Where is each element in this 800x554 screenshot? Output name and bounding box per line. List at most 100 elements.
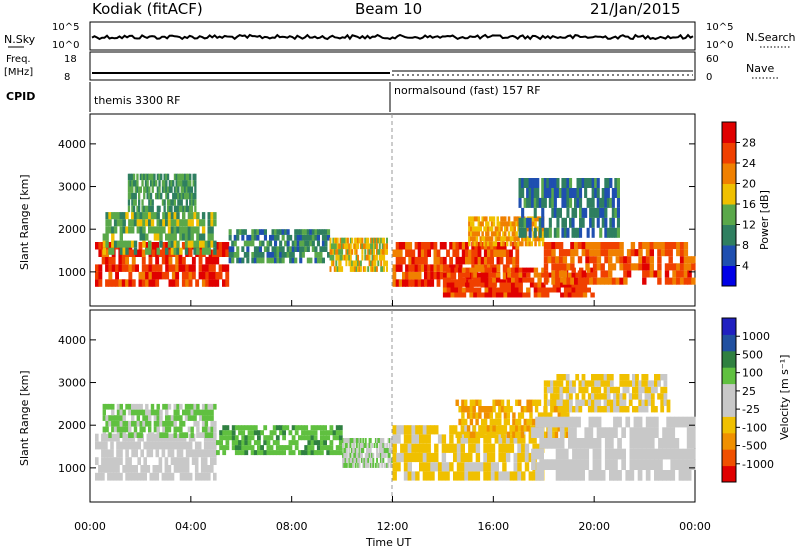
heatmap-cell — [517, 443, 522, 453]
heatmap-cell — [173, 186, 177, 193]
heatmap-cell — [326, 430, 331, 436]
heatmap-cell — [565, 399, 570, 406]
heatmap-cell — [253, 425, 258, 431]
heatmap-cell — [666, 448, 671, 460]
heatmap-cell — [355, 457, 358, 463]
heatmap-cell — [532, 443, 537, 453]
heatmap-cell — [686, 438, 692, 449]
heatmap-cell — [149, 205, 153, 213]
heatmap-cell — [496, 226, 499, 232]
heatmap-cell — [490, 462, 496, 472]
heatmap-cell — [556, 178, 560, 188]
heatmap-cell — [125, 457, 129, 465]
heatmap-cell — [442, 264, 447, 272]
heatmap-cell — [485, 236, 488, 242]
heatmap-cell — [350, 457, 353, 463]
heatmap-cell — [336, 266, 339, 272]
heatmap-cell — [509, 241, 513, 247]
heatmap-cell — [485, 216, 488, 222]
heatmap-cell — [188, 264, 193, 272]
heatmap-cell — [543, 459, 549, 470]
heatmap-cell — [571, 272, 576, 278]
heatmap-cell — [133, 403, 138, 410]
heatmap-cell — [426, 452, 431, 463]
heatmap-cell — [654, 448, 659, 460]
heatmap-cell — [298, 425, 302, 431]
heatmap-cell — [543, 242, 549, 250]
heatmap-cell — [469, 282, 474, 288]
heatmap-cell — [170, 449, 175, 458]
x-tick-label: 16:00 — [477, 520, 509, 533]
heatmap-cell — [483, 256, 488, 265]
heatmap-cell — [550, 406, 554, 413]
heatmap-cell — [531, 459, 536, 470]
heatmap-cell — [253, 229, 257, 235]
heatmap-cell — [145, 212, 149, 220]
heatmap-cell — [477, 216, 481, 222]
heatmap-cell — [628, 399, 633, 406]
heatmap-cell — [291, 435, 296, 441]
heatmap-cell — [301, 450, 305, 456]
heatmap-cell — [324, 246, 328, 252]
heatmap-cell — [128, 249, 133, 257]
heatmap-cell — [420, 256, 425, 265]
heatmap-cell — [543, 386, 548, 394]
heatmap-cell — [145, 264, 149, 272]
heatmap-cell — [522, 292, 527, 298]
heatmap-cell — [487, 443, 492, 453]
heatmap-cell — [574, 207, 578, 218]
heatmap-cell — [616, 406, 620, 413]
heatmap-cell — [504, 231, 507, 237]
heatmap-cell — [204, 420, 209, 427]
heatmap-cell — [261, 240, 265, 247]
heatmap-cell — [153, 409, 158, 416]
heatmap-cell — [469, 399, 474, 406]
heatmap-cell — [213, 449, 217, 458]
heatmap-cell — [569, 393, 573, 400]
heatmap-cell — [551, 438, 557, 449]
heatmap-cell — [496, 256, 501, 265]
heatmap-cell — [159, 226, 163, 234]
heatmap-cell — [622, 399, 627, 406]
heatmap-cell — [132, 199, 136, 206]
heatmap-cell — [113, 240, 118, 248]
heatmap-cell — [370, 266, 373, 272]
heatmap-cell — [353, 452, 356, 458]
heatmap-cell — [320, 445, 324, 451]
heatmap-cell — [140, 472, 144, 481]
heatmap-cell — [562, 256, 568, 264]
heatmap-cell — [456, 462, 462, 472]
heatmap-cell — [535, 448, 540, 460]
heatmap-cell — [623, 256, 628, 264]
heatmap-cell — [649, 438, 655, 449]
heatmap-cell — [522, 267, 527, 273]
heatmap-cell — [493, 249, 498, 257]
heatmap-cell — [158, 192, 161, 200]
heatmap-cell — [332, 249, 335, 255]
heatmap-cell — [611, 197, 615, 208]
heatmap-cell — [341, 249, 344, 255]
heatmap-cell — [604, 188, 608, 198]
heatmap-cell — [196, 403, 200, 410]
heatmap-cell — [551, 277, 556, 285]
heatmap-cell — [155, 180, 158, 187]
heatmap-cell — [617, 470, 622, 481]
heatmap-cell — [371, 260, 374, 267]
heatmap-cell — [559, 406, 564, 413]
heatmap-cell — [246, 234, 250, 241]
heatmap-cell — [263, 440, 268, 446]
heatmap-cell — [141, 180, 144, 187]
heatmap-cell — [591, 374, 595, 381]
heatmap-cell — [533, 282, 539, 288]
heatmap-cell — [498, 434, 503, 444]
heatmap-cell — [386, 448, 389, 453]
heatmap-cell — [571, 292, 576, 298]
heatmap-cell — [228, 430, 233, 436]
heatmap-cell — [526, 292, 531, 298]
heatmap-cell — [148, 173, 151, 181]
heatmap-cell — [449, 425, 454, 435]
heatmap-cell — [189, 199, 192, 206]
heatmap-cell — [518, 282, 523, 288]
heatmap-cell — [125, 426, 129, 433]
heatmap-cell — [613, 406, 617, 413]
